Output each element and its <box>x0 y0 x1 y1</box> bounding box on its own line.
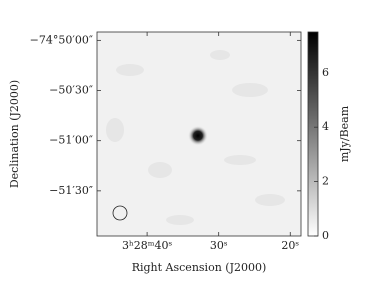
noise <box>106 50 285 225</box>
colorbar-label: mJy/Beam <box>338 105 351 162</box>
source <box>187 125 208 146</box>
x-tick-label: 30ˢ <box>210 239 228 252</box>
colorbar-tick-label: 4 <box>322 120 329 133</box>
y-tick-label: −51′00″ <box>49 134 93 147</box>
beam <box>112 205 128 221</box>
colorbar-tick-label: 6 <box>322 66 329 79</box>
colorbar-tick-label: 0 <box>322 229 329 242</box>
colorbar-tick-label: 2 <box>322 175 329 188</box>
y-tick-label: −74°50′00″ <box>30 33 93 46</box>
colorbar <box>307 31 319 237</box>
y-tick-label: −50′30″ <box>49 84 93 97</box>
y-tick-label: −51′30″ <box>49 184 93 197</box>
x-tick-label: 3ʰ28ᵐ40ˢ <box>122 239 172 252</box>
x-tick-label: 20ˢ <box>281 239 299 252</box>
y-axis-label: Declination (J2000) <box>8 80 21 188</box>
x-axis-label: Right Ascension (J2000) <box>132 261 267 274</box>
